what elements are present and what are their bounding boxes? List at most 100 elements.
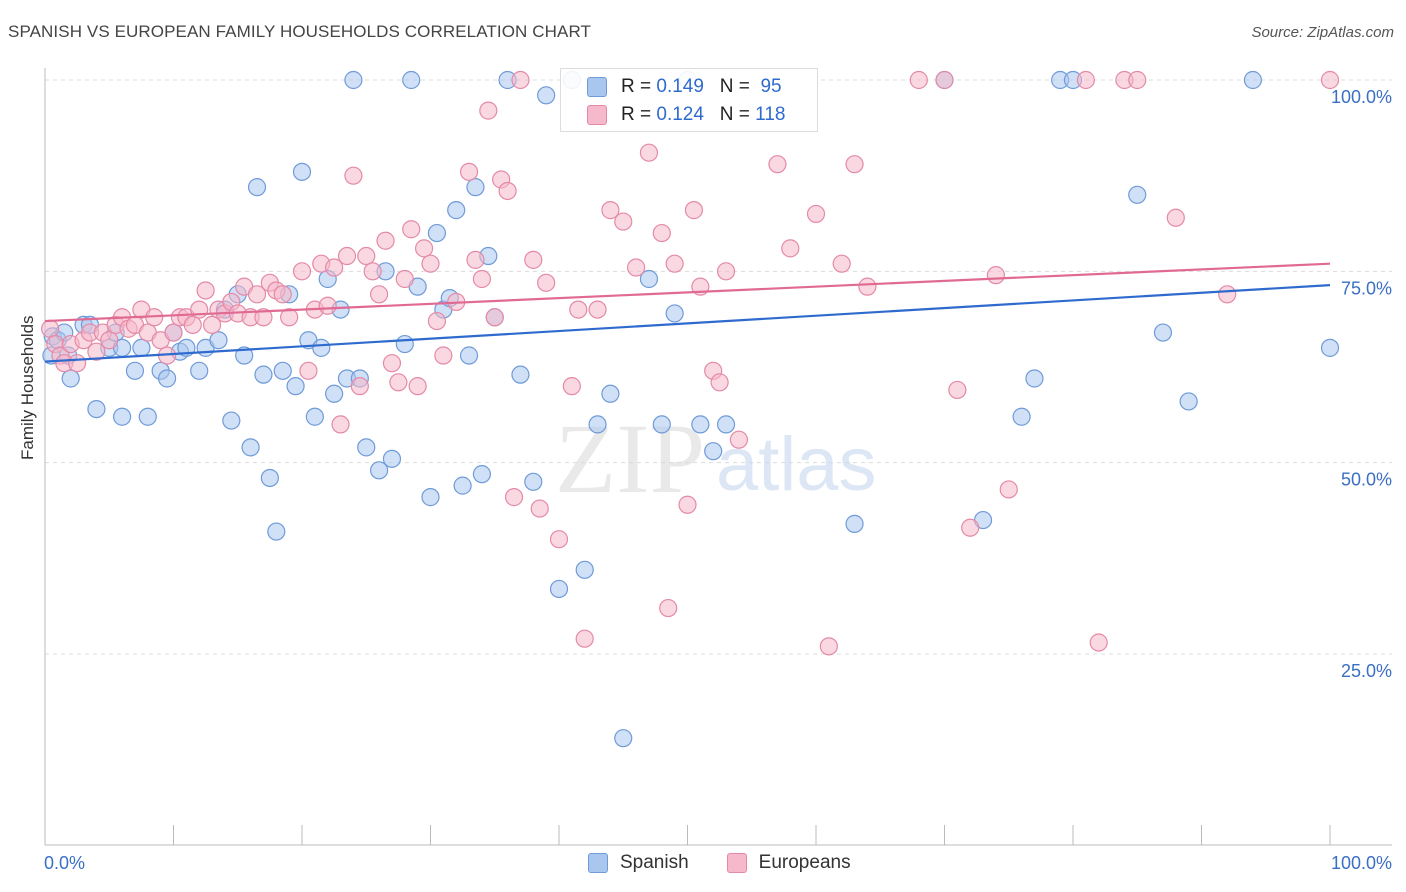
data-point xyxy=(61,369,80,388)
data-point xyxy=(549,530,569,549)
series-europeans xyxy=(41,70,1340,656)
data-point xyxy=(524,250,543,269)
trend-lines xyxy=(44,262,1331,363)
data-point xyxy=(665,254,684,273)
data-point xyxy=(241,438,260,457)
data-point xyxy=(716,262,736,281)
data-point xyxy=(472,269,491,289)
data-point xyxy=(402,70,421,90)
legend-row-europeans: R = 0.124 N = 118 xyxy=(587,103,785,127)
data-point xyxy=(453,476,472,495)
data-point xyxy=(267,522,286,541)
data-point xyxy=(909,70,928,90)
data-point xyxy=(1153,323,1173,342)
data-point xyxy=(87,342,106,361)
y-axis-label: Family Households xyxy=(18,315,37,460)
data-point xyxy=(427,311,447,331)
source-label: Source: ZipAtlas.com xyxy=(1251,24,1394,41)
data-point xyxy=(125,361,145,380)
data-point xyxy=(1128,185,1147,204)
data-point xyxy=(504,488,524,507)
data-point xyxy=(819,637,838,656)
data-point xyxy=(659,598,678,618)
data-point xyxy=(588,415,607,434)
legend-swatch-spanish xyxy=(587,77,607,97)
data-point xyxy=(190,361,209,380)
data-point xyxy=(1012,407,1031,426)
data-point xyxy=(247,178,267,197)
data-point xyxy=(331,415,350,434)
data-point xyxy=(1243,70,1263,90)
data-point xyxy=(575,629,594,648)
data-point xyxy=(948,380,967,400)
data-point xyxy=(524,472,543,491)
data-point xyxy=(768,155,787,174)
data-point xyxy=(421,488,440,507)
legend-item-europeans[interactable]: Europeans xyxy=(726,852,851,874)
data-point xyxy=(286,377,305,396)
data-point xyxy=(614,212,633,231)
legend-item-spanish[interactable]: Spanish xyxy=(588,852,689,874)
data-point xyxy=(344,166,363,185)
series-legend: Spanish Europeans xyxy=(588,852,889,874)
data-point xyxy=(472,465,491,484)
data-point xyxy=(716,415,736,434)
data-point xyxy=(132,338,151,357)
data-point xyxy=(325,258,344,277)
data-point xyxy=(196,281,215,300)
data-point xyxy=(562,377,581,396)
data-point xyxy=(459,162,479,181)
data-point xyxy=(357,438,376,457)
data-point xyxy=(684,201,704,220)
data-point xyxy=(601,384,620,403)
data-point xyxy=(408,377,427,396)
data-point xyxy=(292,262,312,281)
data-point xyxy=(357,246,376,266)
data-point xyxy=(247,285,267,304)
legend-row-spanish: R = 0.149 N = 95 xyxy=(587,75,782,99)
data-point xyxy=(402,220,421,239)
data-point xyxy=(280,308,299,327)
data-point xyxy=(370,285,389,304)
legend-r-value: 0.124 xyxy=(656,104,704,125)
data-point xyxy=(845,155,864,174)
data-point xyxy=(1128,70,1147,90)
legend-swatch-europeans xyxy=(726,853,747,873)
y-tick-label: 100.0% xyxy=(1331,87,1392,107)
legend-n-value: 118 xyxy=(755,104,786,125)
data-point xyxy=(466,250,485,269)
data-point xyxy=(112,407,132,426)
stats-legend: R = 0.149 N = 95 R = 0.124 N = 118 xyxy=(560,68,818,132)
data-point xyxy=(832,254,851,273)
legend-label-spanish: Spanish xyxy=(620,852,689,873)
data-point xyxy=(614,729,633,748)
tick-labels: 25.0% 50.0% 75.0% 100.0% 0.0% 100.0% xyxy=(44,87,1392,873)
data-point xyxy=(382,449,402,468)
data-point xyxy=(1179,392,1198,411)
data-point xyxy=(1166,208,1185,227)
data-point xyxy=(537,86,556,105)
x-tick-label: 100.0% xyxy=(1331,853,1392,873)
y-tick-label: 75.0% xyxy=(1341,278,1392,298)
data-point xyxy=(626,258,646,277)
data-point xyxy=(292,162,312,181)
data-point xyxy=(100,331,119,350)
data-point xyxy=(485,308,504,327)
data-point xyxy=(1320,70,1340,90)
data-point xyxy=(710,373,729,392)
legend-r-value: 0.149 xyxy=(656,76,704,97)
data-point xyxy=(986,266,1006,285)
data-point xyxy=(858,277,877,296)
data-point xyxy=(691,415,710,434)
data-point xyxy=(382,354,402,373)
legend-n-label: N = xyxy=(719,104,750,125)
data-point xyxy=(845,514,864,533)
legend-swatch-spanish xyxy=(588,853,608,873)
data-point xyxy=(427,223,447,243)
legend-label-europeans: Europeans xyxy=(758,852,851,873)
data-point xyxy=(68,354,87,373)
data-point xyxy=(588,300,607,319)
data-point xyxy=(1076,70,1095,90)
data-point xyxy=(999,480,1018,499)
